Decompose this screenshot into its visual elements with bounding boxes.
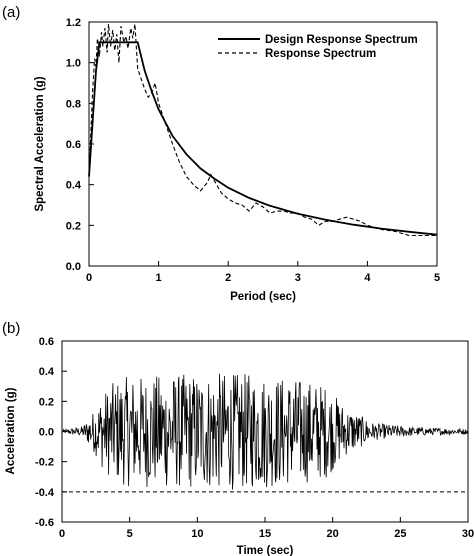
plot-b-series (61, 373, 469, 493)
plot-b-xtick-label: 0 (59, 528, 65, 540)
plot-b-ylabel: Acceleration (g) (5, 387, 17, 474)
plot-b-xtick-label: 25 (394, 528, 406, 540)
plot-a-series (88, 23, 438, 237)
plot-a-legend: Design Response Spectrum Response Spectr… (218, 34, 418, 60)
plot-a-xtick-label: 5 (434, 272, 440, 284)
plot-a-ticks: 0 1 2 3 4 5 0.0 0.2 0.4 0.6 0.8 1.0 1.2 (66, 17, 440, 284)
plot-b-xtick-label: 30 (462, 528, 474, 540)
plot-a-xtick-label: 2 (225, 272, 231, 284)
panel-b-label: (b) (2, 320, 20, 337)
panel-b: (b) 0 5 10 15 20 25 30 -0.6 -0.4 -0.2 0.0 0.2 0.4 0.6… (2, 320, 474, 556)
plot-a-xtick-label: 1 (156, 272, 162, 284)
plot-b-xtick-label: 20 (327, 528, 339, 540)
plot-b-ytick-label: -0.2 (35, 457, 54, 469)
plot-b-ytick-label: -0.6 (35, 517, 54, 529)
plot-a-xtick-label: 0 (86, 272, 92, 284)
plot-a-ytick-label: 0.0 (66, 261, 81, 273)
plot-b-ytick-label: 0.4 (39, 366, 55, 378)
plot-a-ytick-label: 0.6 (66, 139, 81, 151)
plot-b-xtick-label: 15 (259, 528, 271, 540)
plot-b-ytick-label: 0.6 (39, 336, 54, 348)
plot-b-ytick-label: 0.2 (39, 396, 54, 408)
legend-response-label: Response Spectrum (265, 48, 376, 60)
plot-b-xtick-label: 10 (191, 528, 203, 540)
acceleration-trace (61, 373, 469, 490)
plot-b-ytick-label: -0.4 (35, 487, 55, 499)
plot-a-ytick-label: 0.8 (66, 98, 81, 110)
panel-a: (a) 0 1 2 3 4 5 0.0 0.2 0.4 0.6 0.8 1.0 1.2 Period (… (2, 4, 440, 303)
plot-a-ytick-label: 1.0 (66, 58, 81, 70)
plot-a-ylabel: Spectral Acceleration (g) (34, 76, 46, 211)
legend-design-label: Design Response Spectrum (265, 34, 418, 46)
plot-a-xtick-label: 4 (364, 272, 371, 284)
plot-b-ticks: 0 5 10 15 20 25 30 -0.6 -0.4 -0.2 0.0 0.2 0.4 0.6 (35, 336, 474, 540)
plot-a-ytick-label: 0.4 (66, 180, 82, 192)
plot-a-ytick-label: 1.2 (66, 17, 81, 29)
plot-a-ytick-label: 0.2 (66, 220, 81, 232)
response-spectrum-line (88, 23, 437, 237)
panel-a-label: (a) (2, 4, 20, 21)
plot-b-ytick-label: 0.0 (39, 427, 54, 439)
plot-a-xlabel: Period (sec) (230, 291, 296, 303)
plot-b-xtick-label: 5 (127, 528, 133, 540)
plot-a-xtick-label: 3 (295, 272, 301, 284)
design-spectrum-line (88, 41, 438, 236)
plot-b-xlabel: Time (sec) (237, 545, 294, 556)
